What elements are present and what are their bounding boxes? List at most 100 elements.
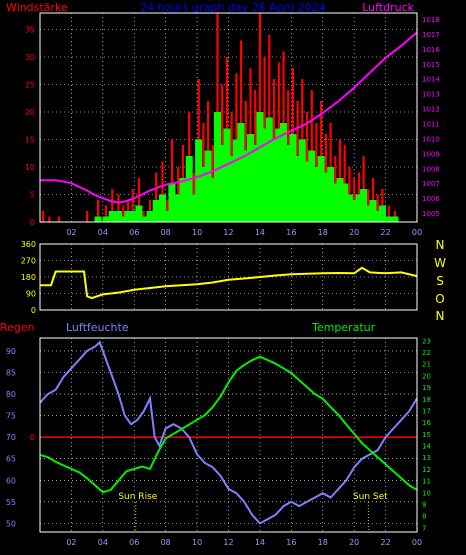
temperature-y-tick: 13: [422, 454, 431, 462]
wind-x-tick: 22: [380, 228, 390, 237]
wind-direction-panel: 0 90 180 270 360: [21, 240, 418, 315]
wind-avg-bar: [185, 156, 193, 222]
temperature-y-tick: 9: [422, 501, 426, 509]
pressure-y-tick: 1010: [422, 135, 440, 143]
wind-gust-bar: [57, 216, 60, 222]
wind-pressure-panel: 0510152025303510051006100710081009101010…: [25, 12, 440, 237]
wind-avg-bar: [312, 167, 320, 222]
wind-avg-bar: [298, 139, 306, 222]
humidity-x-tick: 02: [66, 538, 76, 547]
wind-x-tick: 06: [129, 228, 139, 237]
pressure-y-tick: 1009: [422, 150, 440, 158]
wind-avg-bar: [360, 189, 368, 222]
wind-avg-bar: [199, 167, 207, 222]
temperature-y-tick: 19: [422, 384, 431, 392]
wind-avg-bar: [284, 145, 292, 222]
wind-avg-bar: [327, 167, 335, 222]
temperature-y-tick: 20: [422, 372, 431, 380]
wind-x-tick: 12: [223, 228, 233, 237]
sunset-annotation: Sun Set: [353, 492, 388, 502]
wind-avg-bar: [223, 128, 231, 222]
temperature-line: [39, 355, 418, 494]
wind-x-tick: 20: [349, 228, 359, 237]
temperature-y-tick: 23: [422, 337, 431, 345]
direction-y-tick: 360: [21, 240, 36, 249]
direction-y-tick: 180: [21, 273, 36, 282]
compass-label-s: S: [436, 274, 444, 288]
wind-avg-bar: [115, 211, 123, 222]
wind-avg-bar: [303, 161, 311, 222]
wind-avg-bar: [242, 150, 250, 222]
temperature-y-tick: 10: [422, 489, 431, 497]
pressure-y-tick: 1007: [422, 180, 440, 188]
wind-x-tick: 10: [192, 228, 202, 237]
direction-y-tick: 0: [31, 306, 36, 315]
wind-gust-bar: [122, 205, 125, 222]
humidity-y-tick: 55: [6, 498, 16, 507]
humidity-y-tick: 80: [6, 390, 16, 399]
wind-avg-bar: [163, 211, 171, 222]
wind-panel-frame: [39, 12, 418, 223]
humidity-panel-frame: [39, 337, 418, 533]
wind-avg-bar: [341, 183, 349, 222]
pressure-y-tick: 1013: [422, 91, 440, 99]
compass-label-n-bottom: N: [436, 309, 445, 323]
wind-gust-bar: [97, 200, 100, 222]
temperature-y-tick: 18: [422, 396, 431, 404]
wind-gust-bar: [137, 178, 141, 222]
humidity-axis-title: Luftfeuchte: [66, 321, 129, 334]
wind-y-tick: 10: [25, 163, 35, 172]
temperature-y-tick: 11: [422, 478, 431, 486]
humidity-x-tick: 08: [161, 538, 171, 547]
wind-x-tick: 04: [98, 228, 108, 237]
wind-avg-bar: [331, 183, 339, 222]
wind-x-tick: 18: [318, 228, 328, 237]
wind-avg-bar: [140, 216, 148, 222]
rain-axis-title: Regen: [0, 321, 35, 334]
wind-gust-bar: [86, 211, 89, 222]
wind-avg-bar: [308, 150, 316, 222]
temperature-y-tick: 16: [422, 419, 431, 427]
wind-y-tick: 0: [30, 218, 35, 227]
humidity-x-tick: 00: [412, 538, 422, 547]
wind-avg-bar: [265, 117, 273, 222]
wind-x-tick: 16: [286, 228, 296, 237]
wind-avg-bar: [119, 216, 127, 222]
wind-x-tick: 14: [255, 228, 265, 237]
wind-axis-title: Windstärke: [6, 1, 68, 14]
wind-gust-bar: [387, 205, 390, 222]
temperature-y-tick: 14: [422, 443, 431, 451]
wind-direction-line: [40, 266, 418, 300]
wind-gust-bar: [117, 194, 120, 222]
wind-avg-bar: [364, 205, 372, 222]
humidity-y-tick: 75: [6, 412, 16, 421]
humidity-x-tick: 04: [98, 538, 108, 547]
humidity-x-tick: 22: [380, 538, 390, 547]
wind-avg-bar: [102, 216, 110, 222]
humidity-x-tick: 16: [286, 538, 296, 547]
temperature-y-tick: 12: [422, 466, 431, 474]
humidity-line: [39, 340, 418, 525]
wind-avg-bar: [209, 178, 217, 222]
wind-gust-bar: [42, 211, 45, 222]
wind-avg-bar: [256, 112, 264, 222]
pressure-axis-title: Luftdruck: [362, 1, 414, 14]
wind-gust-bar: [104, 205, 108, 222]
compass-label-w: W: [434, 256, 446, 270]
pressure-y-tick: 1008: [422, 165, 440, 173]
wind-avg-bar: [237, 123, 245, 222]
wind-avg-bar: [94, 216, 102, 222]
direction-y-tick: 270: [21, 257, 36, 266]
wind-x-tick: 00: [412, 228, 422, 237]
humidity-y-tick: 50: [6, 519, 16, 528]
wind-gust-bar: [161, 161, 164, 222]
wind-avg-bar: [232, 139, 240, 222]
temperature-y-tick: 15: [422, 431, 431, 439]
temperature-axis-title: Temperatur: [311, 321, 376, 334]
wind-gust-bar: [170, 139, 174, 222]
humidity-y-tick: 85: [6, 368, 16, 377]
direction-y-tick: 90: [26, 290, 36, 299]
temperature-y-tick: 21: [422, 361, 431, 369]
pressure-y-tick: 1012: [422, 106, 440, 114]
wind-avg-bar: [374, 211, 382, 222]
